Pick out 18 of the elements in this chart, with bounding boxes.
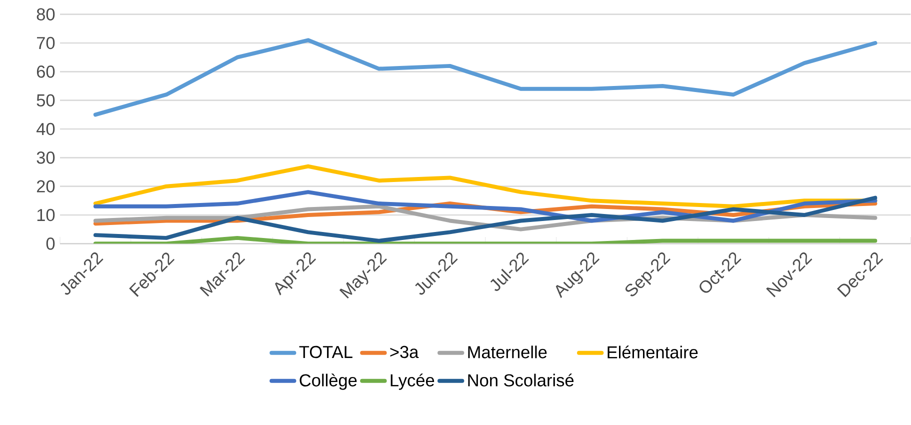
y-tick-label: 70 (36, 36, 55, 50)
y-tick-label: 60 (36, 66, 55, 78)
legend-label: Maternelle (468, 346, 547, 358)
y-tick-label: 80 (36, 8, 55, 20)
line-series (93, 38, 878, 117)
legend-label: TOTAL (299, 346, 352, 358)
y-tick-label: 10 (37, 208, 55, 222)
y-tick-label: 40 (36, 122, 55, 136)
legend-label: Lycée (390, 374, 434, 390)
legend-label: Elémentaire (608, 346, 698, 358)
y-tick-label: 20 (36, 180, 55, 192)
legend-label: Collège (300, 374, 357, 390)
legend-label: >3a (390, 346, 419, 358)
y-tick-label: 0 (46, 238, 55, 250)
legend-label: Non Scolarisé (468, 374, 574, 386)
y-tick-label: 50 (36, 94, 55, 106)
y-tick-label: 30 (36, 152, 55, 164)
line-series (93, 196, 878, 243)
